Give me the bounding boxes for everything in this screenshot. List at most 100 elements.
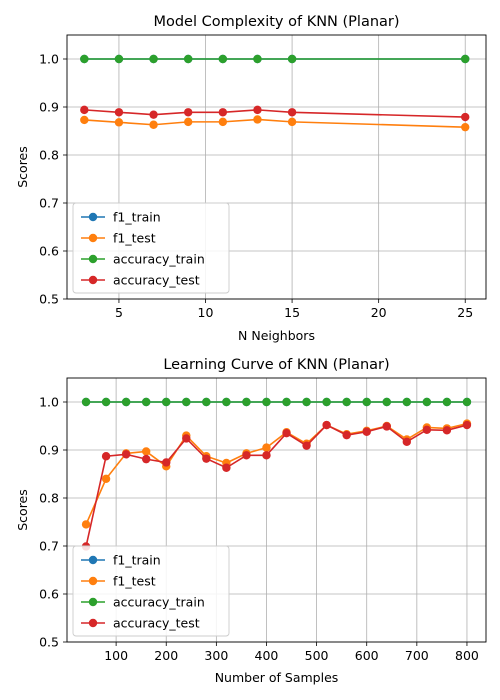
data-point-accuracy-test bbox=[149, 110, 158, 119]
data-point-f1-test bbox=[461, 122, 470, 132]
data-point-accuracy-train bbox=[402, 397, 412, 407]
data-point-accuracy-train bbox=[242, 397, 251, 407]
data-point-accuracy-train bbox=[81, 397, 91, 407]
x-tick-label: 200 bbox=[154, 648, 178, 663]
legend: f1_train f1_test accuracy_train accuracy_te… bbox=[72, 202, 230, 294]
x-tick-label: 800 bbox=[455, 648, 479, 663]
legend-box bbox=[72, 545, 230, 637]
y-tick-label: 0.6 bbox=[39, 587, 59, 602]
data-point-accuracy-train bbox=[342, 397, 351, 407]
series-line-f1-test bbox=[84, 118, 466, 128]
y-tick-label: 0.6 bbox=[39, 244, 59, 259]
data-point-f1-test bbox=[81, 520, 91, 529]
data-point-accuracy-train bbox=[182, 397, 191, 407]
x-tick-label: 5 bbox=[115, 305, 123, 320]
data-point-accuracy-train bbox=[382, 397, 391, 407]
data-point-accuracy-train bbox=[322, 397, 331, 407]
x-tick-label: 25 bbox=[457, 305, 473, 320]
data-point-f1-test bbox=[253, 115, 262, 124]
data-point-accuracy-test bbox=[402, 437, 412, 447]
legend-label: accuracy_train bbox=[113, 595, 205, 610]
data-point-accuracy-train bbox=[442, 397, 452, 407]
data-point-accuracy-train bbox=[287, 54, 297, 64]
data-point-accuracy-train bbox=[121, 397, 131, 407]
x-tick-label: 700 bbox=[405, 648, 429, 663]
legend-label: accuracy_test bbox=[113, 273, 200, 288]
data-point-accuracy-train bbox=[162, 397, 171, 407]
y-tick-label: 0.5 bbox=[39, 292, 59, 307]
legend-label: f1_train bbox=[113, 553, 161, 568]
data-point-accuracy-train bbox=[202, 397, 211, 407]
data-point-f1-test bbox=[101, 474, 111, 483]
data-point-accuracy-train bbox=[183, 54, 193, 64]
legend-label: f1_test bbox=[113, 574, 156, 589]
x-tick-label: 10 bbox=[198, 305, 214, 320]
data-point-f1-test bbox=[141, 447, 151, 456]
data-point-f1-test bbox=[262, 443, 271, 452]
x-tick-label: 600 bbox=[355, 648, 379, 663]
data-point-accuracy-train bbox=[218, 54, 228, 64]
x-axis-label: Number of Samples bbox=[215, 670, 339, 685]
data-point-accuracy-test bbox=[382, 422, 391, 431]
y-tick-label: 0.5 bbox=[39, 635, 59, 650]
data-point-accuracy-train bbox=[114, 54, 124, 64]
x-tick-label: 400 bbox=[255, 648, 279, 663]
data-point-accuracy-test bbox=[322, 420, 331, 430]
data-point-accuracy-train bbox=[141, 397, 151, 407]
data-point-accuracy-test bbox=[141, 454, 151, 464]
legend-swatch-marker bbox=[88, 254, 98, 264]
data-point-accuracy-test bbox=[287, 108, 297, 117]
data-point-accuracy-train bbox=[461, 54, 470, 64]
data-point-accuracy-test bbox=[202, 454, 211, 463]
data-point-accuracy-train bbox=[422, 397, 432, 407]
axes-frame bbox=[66, 377, 487, 643]
chart-1: 5 10 15 20 25 0.5 0.6 0.7 0.8 0.9 1.0 Model Complex… bbox=[15, 14, 487, 343]
data-point-accuracy-test bbox=[162, 458, 171, 467]
data-point-accuracy-test bbox=[121, 450, 131, 459]
axes-frame bbox=[66, 34, 487, 300]
chart-title: Learning Curve of KNN (Planar) bbox=[163, 357, 389, 373]
data-point-accuracy-train bbox=[302, 397, 311, 407]
data-point-accuracy-test bbox=[461, 112, 470, 122]
data-point-accuracy-test bbox=[442, 426, 452, 435]
y-tick-label: 0.9 bbox=[39, 443, 59, 458]
data-point-accuracy-train bbox=[253, 54, 262, 64]
x-tick-label: 15 bbox=[284, 305, 300, 320]
legend-box bbox=[72, 202, 230, 294]
data-point-accuracy-train bbox=[362, 397, 371, 407]
data-point-accuracy-train bbox=[80, 54, 89, 64]
data-point-accuracy-train bbox=[282, 397, 291, 407]
data-point-accuracy-test bbox=[222, 463, 231, 472]
data-point-accuracy-test bbox=[80, 105, 89, 115]
data-point-f1-test bbox=[218, 117, 228, 127]
data-point-accuracy-test bbox=[462, 420, 472, 430]
data-point-accuracy-test bbox=[242, 451, 251, 460]
data-point-accuracy-train bbox=[262, 397, 271, 407]
data-point-accuracy-test bbox=[422, 425, 432, 435]
legend-swatch-marker bbox=[88, 597, 98, 607]
legend-label: accuracy_test bbox=[113, 616, 200, 631]
data-point-f1-test bbox=[287, 117, 297, 127]
data-point-accuracy-train bbox=[101, 397, 111, 407]
chart-title: Model Complexity of KNN (Planar) bbox=[153, 14, 399, 30]
legend-label: f1_train bbox=[113, 210, 161, 225]
data-point-f1-test bbox=[149, 120, 158, 129]
data-point-f1-test bbox=[114, 118, 124, 127]
legend-swatch-marker bbox=[88, 555, 98, 565]
series-line-accuracy-test bbox=[84, 109, 466, 118]
data-point-accuracy-train bbox=[149, 54, 158, 64]
x-tick-label: 500 bbox=[305, 648, 329, 663]
y-tick-label: 0.7 bbox=[39, 196, 59, 211]
x-tick-label: 300 bbox=[204, 648, 228, 663]
y-axis-label: Scores bbox=[15, 489, 30, 531]
y-tick-label: 0.8 bbox=[39, 148, 59, 163]
data-point-accuracy-test bbox=[342, 430, 351, 440]
x-tick-label: 100 bbox=[104, 648, 128, 663]
x-tick-label: 20 bbox=[371, 305, 387, 320]
data-point-accuracy-test bbox=[282, 429, 291, 438]
y-tick-label: 1.0 bbox=[39, 395, 59, 410]
data-point-accuracy-test bbox=[182, 434, 191, 443]
legend-swatch-marker bbox=[88, 233, 98, 243]
legend-label: accuracy_train bbox=[113, 252, 205, 267]
